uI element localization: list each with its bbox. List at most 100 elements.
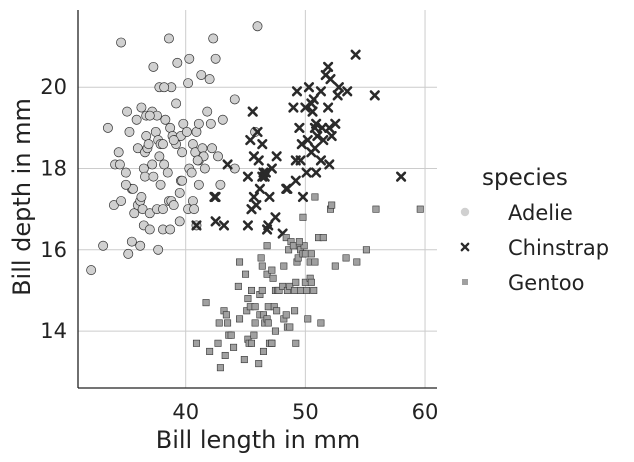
point-adelie: [186, 167, 197, 178]
data-points: [86, 21, 424, 372]
point-chinstrap: [210, 191, 221, 203]
point-chinstrap: [291, 86, 303, 97]
point-adelie: [135, 240, 146, 251]
point-adelie: [229, 94, 240, 105]
point-adelie: [177, 175, 188, 186]
point-gentoo: [250, 331, 258, 339]
point-adelie: [192, 155, 203, 166]
point-gentoo: [255, 360, 263, 368]
point-adelie: [86, 265, 97, 276]
point-adelie: [199, 163, 210, 174]
point-adelie: [183, 78, 194, 89]
point-adelie: [114, 159, 125, 170]
legend-marker-chinstrap: [460, 242, 470, 252]
point-adelie: [174, 216, 185, 227]
point-adelie: [193, 179, 204, 190]
point-adelie: [210, 53, 221, 64]
point-chinstrap: [266, 163, 277, 174]
point-adelie: [141, 131, 152, 141]
y-tick-label: 20: [40, 75, 67, 99]
point-adelie: [163, 33, 174, 44]
point-chinstrap: [281, 183, 292, 194]
point-gentoo: [251, 319, 259, 327]
point-gentoo: [206, 347, 214, 355]
point-adelie: [153, 244, 164, 255]
point-chinstrap: [324, 159, 335, 170]
point-gentoo: [234, 282, 242, 290]
point-chinstrap: [271, 151, 282, 162]
point-chinstrap: [302, 134, 313, 146]
x-tick-label: 60: [412, 400, 439, 424]
y-tick-label: 16: [40, 238, 67, 262]
point-adelie: [131, 114, 142, 125]
point-gentoo: [275, 286, 283, 294]
point-gentoo: [258, 262, 266, 270]
point-chinstrap: [315, 86, 327, 97]
point-adelie: [187, 196, 198, 206]
point-chinstrap: [369, 90, 380, 101]
point-adelie: [148, 61, 159, 72]
point-adelie: [172, 57, 183, 68]
point-chinstrap: [247, 106, 258, 117]
point-chinstrap: [254, 183, 265, 194]
point-adelie: [136, 102, 147, 113]
point-gentoo: [304, 315, 312, 323]
point-gentoo: [328, 201, 336, 209]
point-gentoo: [269, 274, 277, 282]
point-adelie: [204, 74, 215, 85]
point-adelie: [252, 21, 263, 32]
point-chinstrap: [248, 151, 260, 162]
point-chinstrap: [270, 212, 281, 223]
point-gentoo: [240, 356, 248, 364]
y-axis-title: Bill depth in mm: [8, 98, 36, 296]
point-adelie: [144, 224, 155, 235]
point-gentoo: [317, 319, 325, 327]
x-axis-title: Bill length in mm: [156, 426, 361, 454]
point-gentoo: [244, 295, 252, 303]
axes: [77, 10, 437, 389]
point-chinstrap: [311, 118, 322, 129]
point-gentoo: [251, 303, 259, 311]
point-adelie: [189, 204, 200, 215]
point-gentoo: [300, 242, 308, 250]
point-chinstrap: [318, 134, 329, 146]
point-chinstrap: [300, 102, 311, 113]
point-chinstrap: [307, 106, 318, 117]
point-chinstrap: [295, 155, 306, 166]
point-adelie: [143, 139, 154, 150]
point-adelie: [213, 151, 223, 162]
point-chinstrap: [315, 155, 327, 166]
point-adelie: [129, 208, 140, 219]
point-adelie: [116, 37, 127, 48]
point-gentoo: [268, 266, 276, 274]
point-gentoo: [202, 299, 210, 307]
point-adelie: [158, 139, 168, 150]
point-gentoo: [301, 250, 309, 258]
point-adelie: [184, 53, 195, 64]
point-chinstrap: [323, 102, 334, 113]
point-gentoo: [282, 234, 290, 242]
point-adelie: [174, 187, 185, 198]
point-adelie: [140, 171, 150, 182]
point-gentoo: [216, 364, 224, 372]
point-chinstrap: [342, 86, 353, 97]
legend-marker-gentoo: [462, 279, 468, 285]
point-gentoo: [289, 242, 297, 250]
point-gentoo: [259, 311, 267, 319]
point-chinstrap: [260, 167, 271, 178]
point-adelie: [217, 114, 228, 125]
point-gentoo: [222, 311, 230, 319]
point-gentoo: [263, 242, 271, 250]
point-gentoo: [294, 254, 302, 262]
point-adelie: [126, 236, 137, 247]
point-gentoo: [271, 327, 279, 335]
point-gentoo: [307, 250, 315, 258]
point-gentoo: [362, 246, 370, 254]
point-gentoo: [263, 270, 271, 278]
point-adelie: [191, 126, 202, 137]
point-gentoo: [248, 339, 256, 347]
point-gentoo: [303, 286, 311, 294]
point-adelie: [120, 167, 131, 178]
point-adelie: [138, 163, 149, 174]
